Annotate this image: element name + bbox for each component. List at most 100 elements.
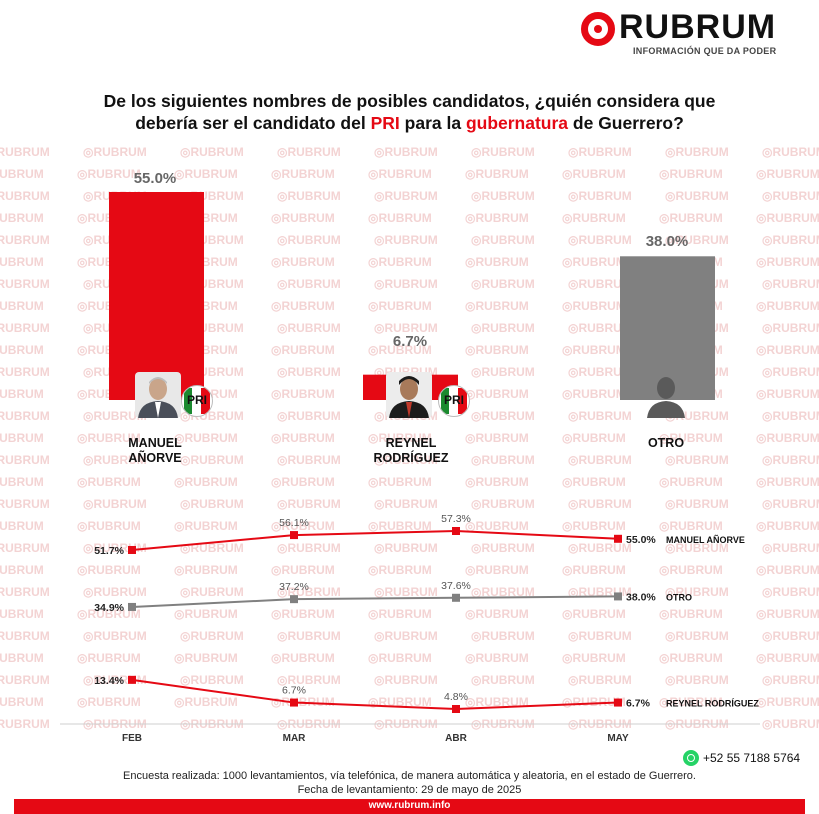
watermark-text: ◎RUBRUM (77, 519, 141, 533)
watermark-text: ◎RUBRUM (562, 255, 626, 269)
watermark-text: ◎RUBRUM (471, 497, 535, 511)
watermark-text: ◎RUBRUM (562, 739, 626, 740)
watermark-text: ◎RUBRUM (0, 563, 44, 577)
watermark-text: ◎RUBRUM (0, 145, 50, 159)
party-label: PRI (443, 393, 464, 407)
watermark-text: ◎RUBRUM (465, 475, 529, 489)
watermark-text: ◎RUBRUM (471, 321, 535, 335)
watermark-text: ◎RUBRUM (756, 431, 819, 445)
watermark-text: ◎RUBRUM (77, 475, 141, 489)
watermark-text: ◎RUBRUM (271, 299, 335, 313)
party-label: PRI (186, 393, 207, 407)
watermark-text: ◎RUBRUM (659, 519, 723, 533)
series-point (452, 593, 460, 602)
watermark-text: ◎RUBRUM (465, 563, 529, 577)
watermark-text: ◎RUBRUM (665, 497, 729, 511)
watermark-text: ◎RUBRUM (77, 167, 141, 181)
watermark-text: ◎RUBRUM (374, 673, 438, 687)
watermark-text: ◎RUBRUM (277, 365, 341, 379)
watermark-text: ◎RUBRUM (83, 453, 147, 467)
watermark-text: ◎RUBRUM (368, 739, 432, 740)
watermark-text: ◎RUBRUM (562, 607, 626, 621)
watermark-text: ◎RUBRUM (756, 343, 819, 357)
watermark-text: ◎RUBRUM (174, 695, 238, 709)
data-label: 34.9% (94, 602, 124, 614)
watermark-text: ◎RUBRUM (271, 519, 335, 533)
watermark-text: ◎RUBRUM (756, 255, 819, 269)
data-label: 37.6% (441, 580, 471, 592)
watermark-text: ◎RUBRUM (659, 475, 723, 489)
watermark-text: ◎RUBRUM (659, 563, 723, 577)
watermark-text: ◎RUBRUM (271, 167, 335, 181)
data-label: 4.8% (444, 691, 468, 703)
watermark-text: ◎RUBRUM (465, 299, 529, 313)
website-link[interactable]: www.rubrum.info (368, 800, 451, 811)
watermark-text: ◎RUBRUM (77, 607, 141, 621)
watermark-text: ◎RUBRUM (568, 365, 632, 379)
watermark-text: ◎RUBRUM (83, 585, 147, 599)
watermark-text: ◎RUBRUM (174, 475, 238, 489)
watermark-text: ◎RUBRUM (77, 431, 141, 445)
watermark-text: ◎RUBRUM (374, 145, 438, 159)
watermark-text: ◎RUBRUM (0, 475, 44, 489)
watermark-text: ◎RUBRUM (368, 167, 432, 181)
data-label: 6.7% (282, 685, 306, 697)
watermark-text: ◎RUBRUM (277, 541, 341, 555)
title-text: de Guerrero? (568, 113, 684, 133)
watermark-text: ◎RUBRUM (368, 519, 432, 533)
watermark-text: ◎RUBRUM (180, 585, 244, 599)
watermark-text: ◎RUBRUM (465, 387, 529, 401)
candidate-name-anorve: MANUEL AÑORVE (100, 436, 210, 466)
watermark-text: ◎RUBRUM (374, 453, 438, 467)
title-gubernatura: gubernatura (465, 113, 569, 133)
pri-logo-icon: PRI (438, 385, 470, 417)
watermark-text: ◎RUBRUM (659, 167, 723, 181)
bar-value-label: 6.7% (392, 333, 428, 350)
watermark-text: ◎RUBRUM (0, 739, 44, 740)
watermark-text: ◎RUBRUM (368, 475, 432, 489)
watermark-text: ◎RUBRUM (374, 233, 438, 247)
watermark-text: ◎RUBRUM (756, 211, 819, 225)
watermark-text: ◎RUBRUM (174, 739, 238, 740)
watermark-text: ◎RUBRUM (659, 211, 723, 225)
watermark-text: ◎RUBRUM (277, 233, 341, 247)
watermark-text: ◎RUBRUM (0, 321, 50, 335)
watermark-text: ◎RUBRUM (471, 189, 535, 203)
watermark-text: ◎RUBRUM (756, 739, 819, 740)
watermark-text: ◎RUBRUM (762, 453, 819, 467)
watermark-text: ◎RUBRUM (562, 519, 626, 533)
x-tick-label: FEB (122, 733, 142, 744)
footer-bar (14, 799, 805, 814)
watermark-text: ◎RUBRUM (465, 519, 529, 533)
watermark-text: ◎RUBRUM (659, 739, 723, 740)
watermark-text: ◎RUBRUM (471, 541, 535, 555)
series-point (614, 534, 622, 543)
watermark-text: ◎RUBRUM (568, 277, 632, 291)
watermark-text: ◎RUBRUM (77, 695, 141, 709)
series-name-label: OTRO (666, 592, 692, 602)
logo-circle-icon (581, 12, 615, 46)
person-silhouette-icon (643, 372, 689, 418)
watermark-text: ◎RUBRUM (756, 475, 819, 489)
x-tick-label: MAR (283, 733, 307, 744)
watermark-text: ◎RUBRUM (465, 431, 529, 445)
watermark-text: ◎RUBRUM (180, 629, 244, 643)
watermark-text: ◎RUBRUM (659, 695, 723, 709)
watermark-text: ◎RUBRUM (659, 651, 723, 665)
watermark-text: ◎RUBRUM (83, 409, 147, 423)
candidate-name-line: OTRO (647, 436, 685, 450)
watermark-text: ◎RUBRUM (0, 695, 44, 709)
candidate-name-reynel: REYNEL RODRÍGUEZ (356, 436, 466, 466)
data-label: 37.2% (279, 581, 309, 593)
watermark-text: ◎RUBRUM (0, 211, 44, 225)
watermark-text: ◎RUBRUM (271, 211, 335, 225)
logo-name: RUBRUM (619, 8, 777, 46)
candidate-name-line: MANUEL (128, 436, 182, 450)
watermark-text: ◎RUBRUM (77, 563, 141, 577)
watermark-text: ◎RUBRUM (568, 629, 632, 643)
watermark-text: ◎RUBRUM (762, 233, 819, 247)
watermark-text: ◎RUBRUM (465, 739, 529, 740)
watermark-text: ◎RUBRUM (665, 673, 729, 687)
series-point (452, 527, 460, 535)
watermark-text: ◎RUBRUM (465, 255, 529, 269)
